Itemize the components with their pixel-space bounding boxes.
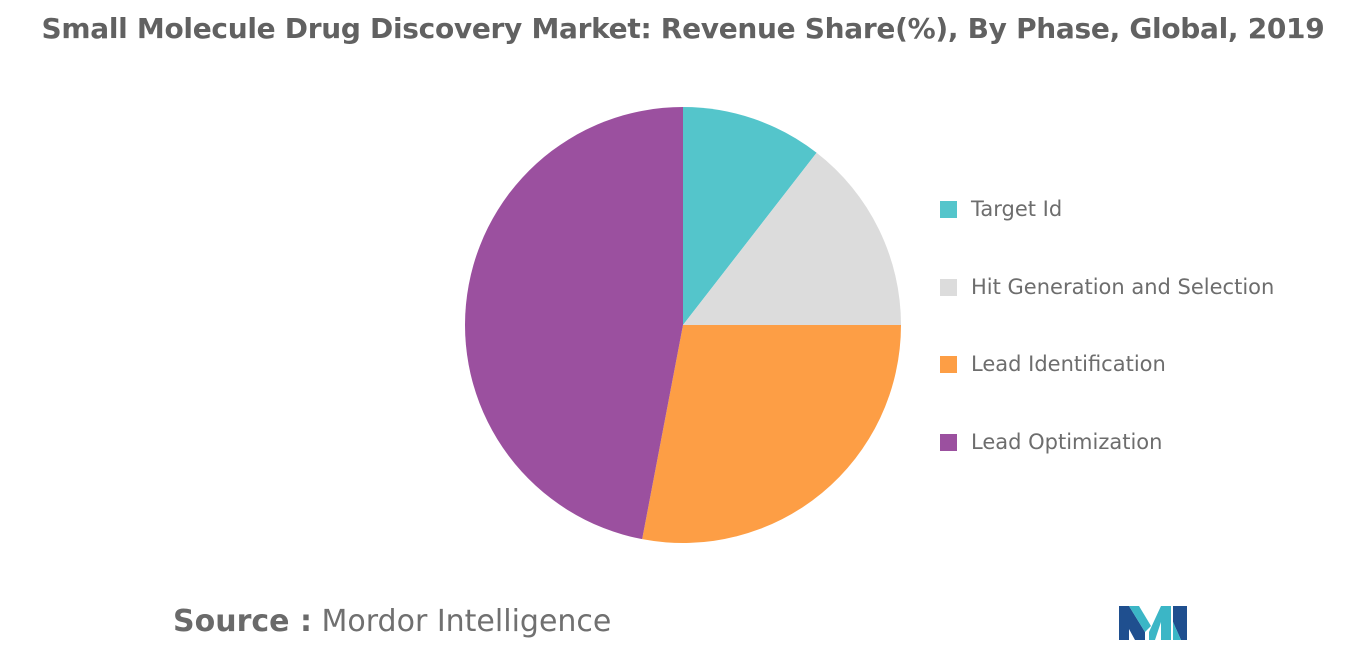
legend-item-lead-identification: Lead Identification bbox=[940, 347, 1166, 381]
legend-swatch bbox=[940, 355, 957, 373]
pie-slice-lead-identification bbox=[642, 325, 901, 543]
pie-slices bbox=[465, 107, 901, 543]
source-name: Mordor Intelligence bbox=[321, 604, 612, 639]
source-credit: Source : Mordor Intelligence bbox=[173, 604, 611, 639]
source-label: Source : bbox=[173, 604, 312, 639]
pie-slice-target-id bbox=[683, 107, 817, 325]
legend-swatch bbox=[940, 200, 957, 218]
legend-swatch bbox=[940, 433, 957, 451]
legend-swatch bbox=[940, 278, 957, 296]
pie-slice-lead-optimization bbox=[465, 107, 683, 540]
pie-slice-hit-generation-and-selection bbox=[683, 152, 901, 325]
mordor-intelligence-logo bbox=[1119, 606, 1187, 640]
legend-item-hit-generation: Hit Generation and Selection bbox=[940, 270, 1274, 304]
legend-label: Target Id bbox=[971, 197, 1063, 221]
legend-item-lead-optimization: Lead Optimization bbox=[940, 425, 1162, 459]
legend-item-target-id: Target Id bbox=[940, 192, 1062, 226]
legend-label: Hit Generation and Selection bbox=[971, 275, 1275, 299]
legend-label: Lead Identification bbox=[971, 352, 1166, 376]
chart-title: Small Molecule Drug Discovery Market: Re… bbox=[41, 12, 1325, 45]
legend-label: Lead Optimization bbox=[971, 430, 1163, 454]
